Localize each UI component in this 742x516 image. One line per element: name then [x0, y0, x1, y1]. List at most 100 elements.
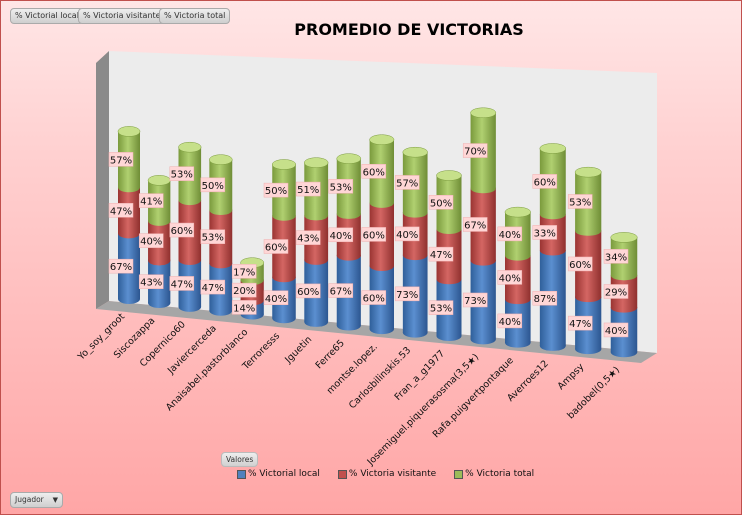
data-label-local: 67%: [328, 283, 354, 298]
legend-item-total: % Victoria total: [454, 469, 534, 479]
side-wall: [96, 51, 109, 309]
data-label-total: 60%: [532, 174, 558, 189]
x-tick-label: Jguetin: [282, 334, 314, 366]
data-label-visitante: 20%: [231, 282, 257, 298]
data-label-text: 57%: [396, 178, 418, 189]
data-label-text: 50%: [265, 186, 287, 197]
data-label-text: 47%: [110, 206, 132, 217]
data-label-text: 73%: [396, 290, 418, 301]
chart-title: PROMEDIO DE VICTORIAS: [294, 20, 523, 39]
data-label-text: 14%: [233, 303, 255, 314]
data-label-visitante: 53%: [200, 229, 226, 244]
data-label-text: 70%: [464, 147, 486, 158]
data-label-text: 40%: [265, 294, 287, 305]
data-label-visitante: 40%: [328, 227, 354, 243]
data-label-total: 50%: [428, 195, 454, 210]
data-label-visitante: 60%: [263, 239, 289, 254]
legend-swatch-total: [454, 469, 464, 479]
data-label-visitante: 33%: [532, 225, 558, 240]
legend-swatch-visitante: [337, 469, 347, 479]
data-label-local: 14%: [231, 300, 257, 315]
x-tick-label: Rafa.puigvertpontaque: [431, 355, 516, 440]
jugador-filter-button[interactable]: Jugador ▼: [10, 492, 63, 508]
bar-top: [539, 143, 566, 154]
data-label-text: 53%: [202, 233, 224, 244]
bar-top: [470, 107, 497, 119]
dropdown-arrow-icon: ▼: [52, 496, 58, 504]
data-label-visitante: 60%: [169, 222, 195, 238]
data-label-total: 57%: [394, 175, 420, 190]
data-label-total: 60%: [361, 164, 387, 179]
data-label-total: 57%: [108, 152, 134, 167]
field-button-total[interactable]: % Victoria total: [159, 8, 231, 24]
data-label-text: 47%: [202, 283, 224, 294]
data-label-text: 43%: [140, 278, 162, 289]
data-label-visitante: 40%: [394, 226, 420, 242]
data-label-local: 73%: [394, 286, 420, 302]
data-label-local: 43%: [138, 274, 164, 289]
data-label-text: 33%: [534, 228, 556, 239]
values-field-button[interactable]: Valores: [221, 452, 259, 467]
data-label-text: 40%: [499, 317, 521, 328]
data-label-text: 60%: [534, 177, 556, 188]
data-label-visitante: 47%: [428, 246, 454, 262]
data-label-total: 50%: [263, 182, 289, 198]
data-label-total: 50%: [200, 177, 226, 193]
data-label-text: 60%: [297, 287, 319, 298]
data-label-total: 70%: [462, 143, 488, 158]
data-label-text: 67%: [330, 287, 352, 298]
data-label-text: 40%: [499, 230, 521, 241]
bar-top: [209, 154, 233, 165]
bar-top: [117, 126, 141, 137]
data-label-visitante: 29%: [603, 284, 629, 299]
data-label-total: 40%: [497, 226, 523, 242]
data-label-text: 60%: [363, 294, 385, 305]
data-label-local: 87%: [532, 290, 558, 306]
data-label-total: 53%: [169, 166, 195, 181]
bar-top: [574, 166, 602, 178]
data-label-local: 47%: [200, 279, 226, 295]
data-label-text: 67%: [110, 262, 132, 273]
data-label-local: 40%: [603, 322, 629, 338]
data-label-text: 47%: [569, 319, 591, 330]
data-label-text: 43%: [297, 234, 319, 245]
legend-swatch-local: [237, 469, 246, 479]
data-label-total: 17%: [231, 264, 257, 279]
data-label-local: 40%: [263, 290, 289, 305]
data-label-text: 67%: [464, 220, 486, 231]
x-tick-label: Ferre65: [314, 338, 347, 371]
data-label-text: 40%: [605, 326, 627, 337]
x-tick-label: Carlosbilinskis.53: [347, 345, 413, 411]
data-label-total: 53%: [567, 194, 593, 209]
data-label-local: 73%: [462, 292, 488, 308]
bar-2: [178, 141, 202, 312]
data-label-local: 53%: [428, 300, 454, 315]
legend: % Victorial local % Victoria visitante %…: [237, 469, 534, 479]
data-label-text: 53%: [430, 304, 452, 315]
data-label-text: 47%: [430, 250, 452, 261]
data-label-text: 53%: [171, 170, 193, 181]
bar-top: [272, 159, 296, 170]
bar-top: [178, 141, 202, 153]
data-label-local: 60%: [361, 290, 387, 305]
data-label-text: 40%: [140, 237, 162, 248]
data-label-local: 60%: [295, 283, 321, 299]
data-label-text: 53%: [330, 182, 352, 193]
data-label-text: 60%: [171, 226, 193, 237]
data-label-text: 47%: [171, 279, 193, 290]
legend-label: % Victoria total: [465, 469, 535, 479]
legend-item-local: % Victorial local: [237, 469, 320, 479]
data-label-text: 57%: [110, 155, 132, 166]
data-label-text: 41%: [140, 197, 162, 208]
data-label-text: 40%: [330, 231, 352, 242]
bar-top: [304, 157, 329, 168]
bar-top: [369, 134, 395, 145]
data-label-local: 67%: [108, 258, 134, 274]
data-label-total: 41%: [138, 193, 164, 208]
data-label-text: 29%: [605, 287, 627, 298]
bar-8: [369, 134, 395, 335]
data-label-visitante: 40%: [138, 233, 164, 248]
data-label-text: 50%: [430, 198, 452, 209]
